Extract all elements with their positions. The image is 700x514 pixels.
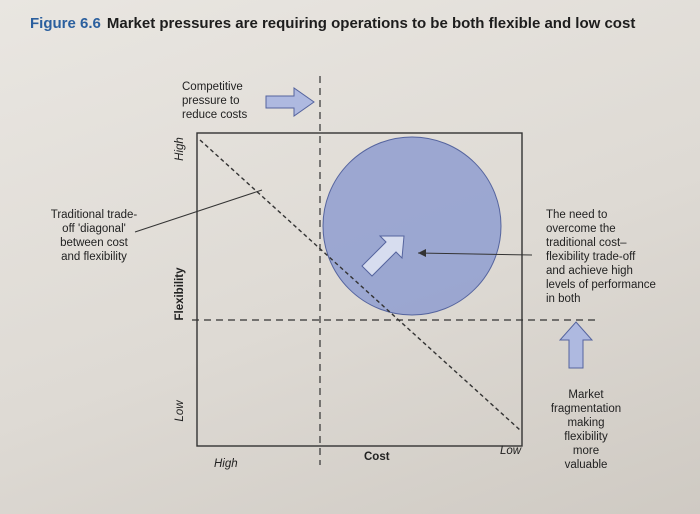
x-high-label: High xyxy=(214,458,238,470)
overcome-line-7: in both xyxy=(546,293,581,305)
need-to-overcome-label: The need to overcome the traditional cos… xyxy=(546,208,696,306)
traditional-line-4: and flexibility xyxy=(61,251,127,263)
tradeoff-diagonal xyxy=(199,139,521,431)
y-axis-label: Flexibility xyxy=(174,267,186,321)
traditional-line-1: Traditional trade- xyxy=(50,209,138,221)
market-line-5: more xyxy=(572,445,600,457)
y-low-label: Low xyxy=(174,400,186,422)
overcome-line-3: traditional cost– xyxy=(546,237,627,249)
market-line-4: flexibility xyxy=(564,431,608,443)
circle-pointer-line xyxy=(417,252,533,256)
circle-pointer-head xyxy=(418,249,426,257)
x-low-label: Low xyxy=(500,445,522,457)
diagonal-arrow-icon xyxy=(361,235,405,277)
competitive-line-1: Competitive xyxy=(182,81,243,93)
figure-caption: Figure 6.6 Market pressures are requiring… xyxy=(30,14,650,33)
plot-frame xyxy=(196,132,523,447)
traditional-line-2: off 'diagonal' xyxy=(62,223,126,235)
traditional-diagonal-label: Traditional trade- off 'diagonal' betwee… xyxy=(38,208,150,264)
traditional-line-3: between cost xyxy=(60,237,128,249)
competitive-line-2: pressure to xyxy=(182,95,240,107)
market-line-2: fragmentation xyxy=(550,403,622,415)
competitive-pressure-label: Competitive pressure to reduce costs xyxy=(182,80,247,122)
diagonal-pointer-line xyxy=(134,189,263,233)
figure-title: Market pressures are requiring operation… xyxy=(106,15,636,32)
target-circle xyxy=(322,136,502,316)
market-line-3: making xyxy=(567,417,605,429)
competitive-line-3: reduce costs xyxy=(182,109,248,121)
overcome-line-1: The need to xyxy=(546,209,608,221)
figure-number: Figure 6.6 xyxy=(30,15,101,32)
x-axis-label: Cost xyxy=(364,451,390,463)
overcome-line-6: levels of performance xyxy=(546,279,656,291)
y-high-label: High xyxy=(174,137,186,161)
market-fragmentation-label: Market fragmentation making flexibility … xyxy=(540,388,632,472)
market-line-1: Market xyxy=(568,389,604,401)
right-arrow-icon xyxy=(265,87,315,117)
market-line-6: valuable xyxy=(564,459,608,471)
up-arrow-icon xyxy=(558,321,594,369)
overcome-line-4: flexibility trade-off xyxy=(546,251,636,263)
overcome-line-2: overcome the xyxy=(546,223,616,235)
overcome-line-5: and achieve high xyxy=(546,265,633,277)
